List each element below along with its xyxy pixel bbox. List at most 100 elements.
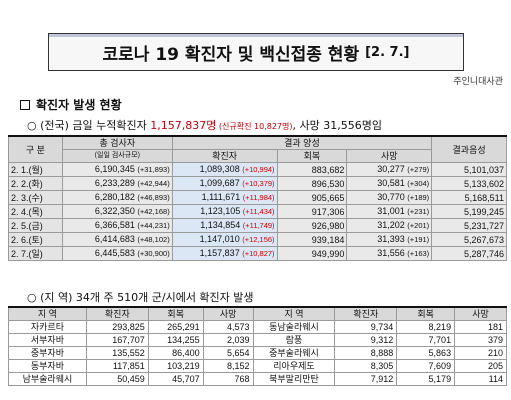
region-deaths: 379	[454, 333, 507, 347]
region-recovered: 5,863	[396, 346, 456, 360]
daily-stats-table: 구 분 총 검사자 결과 양성 결과음성 (일일 검사규모) 확진자 회복 사망…	[8, 135, 507, 261]
region-recovered: 86,400	[147, 346, 204, 360]
section-heading-text: 확진자 발생 현황	[36, 98, 122, 112]
deaths-increase: (+279)	[407, 165, 430, 174]
deaths-increase: (+201)	[407, 221, 430, 230]
tests-increase: (+42,168)	[137, 207, 170, 216]
date-cell: 2. 6.(토)	[8, 232, 63, 247]
tests-cell: 6,445,583 (+30,900)	[61, 246, 173, 261]
confirmed-increase: (+11,749)	[242, 221, 275, 230]
header-confirmed: 확진자	[334, 306, 398, 321]
confirmed-increase: (+10,379)	[242, 179, 275, 188]
deaths-value: 30,277	[377, 164, 405, 174]
date-cell: 2. 1.(월)	[8, 162, 63, 177]
tests-increase: (+46,893)	[137, 193, 170, 202]
summary-new-open: (신규확진	[216, 122, 255, 131]
confirmed-increase: (+12,156)	[242, 235, 275, 244]
region-recovered: 265,291	[147, 320, 204, 334]
region-recovered: 5,179	[396, 372, 456, 386]
region-name: 북부말리만탄	[252, 372, 336, 386]
summary-new-close: )	[289, 122, 293, 131]
recovered-cell: 939,184	[276, 232, 348, 247]
deaths-value: 30,581	[377, 178, 405, 188]
negative-cell: 5,168,511	[431, 190, 507, 205]
region-confirmed: 167,707	[85, 333, 149, 347]
region-name: 동부자바	[8, 359, 87, 373]
deaths-value: 30,770	[377, 192, 405, 202]
region-confirmed: 50,459	[85, 372, 149, 386]
region-confirmed: 7,912	[334, 372, 398, 386]
table-row: 2. 6.(토) 6,414,683 (+48,102) 1,147,010 (+1…	[8, 232, 507, 247]
tests-increase: (+30,900)	[137, 249, 170, 258]
region-recovered: 7,701	[396, 333, 456, 347]
tests-value: 6,280,182	[94, 192, 135, 202]
header-recovered: 회복	[147, 306, 204, 321]
deaths-increase: (+231)	[407, 207, 430, 216]
region-recovered: 134,255	[147, 333, 204, 347]
deaths-increase: (+189)	[407, 193, 430, 202]
table-row: 2. 4.(목) 6,322,350 (+42,168) 1,123,105 (+1…	[8, 204, 507, 219]
negative-cell: 5,133,602	[431, 176, 507, 191]
tests-cell: 6,233,289 (+42,944)	[61, 176, 173, 191]
regional-summary: ○ (지 역) 34개 주 510개 군/시에서 확진자 발생	[27, 291, 254, 304]
confirmed-value: 1,157,837	[199, 248, 240, 258]
recovered-cell: 883,682	[276, 162, 348, 177]
recovered-cell: 896,530	[276, 176, 348, 191]
document-date: [2. 7.]	[365, 44, 410, 60]
deaths-cell: 31,001 (+231)	[346, 204, 433, 219]
table-row: 동부자바 117,851 103,219 8,152 리아우제도 8,305 7,609 20…	[8, 359, 507, 373]
header-region: 지 역	[8, 306, 87, 321]
tests-cell: 6,366,581 (+44,231)	[61, 218, 173, 233]
negative-cell: 5,199,245	[431, 204, 507, 219]
title-box: 코로나 19 확진자 및 백신접종 현황 [2. 7.]	[48, 33, 464, 71]
region-name: 자카르타	[8, 320, 87, 334]
tests-increase: (+31,893)	[137, 165, 170, 174]
summary-new-value: 10,827명	[254, 122, 290, 131]
confirmed-cell: 1,099,687 (+10,379)	[171, 176, 278, 191]
header-deaths: 사망	[202, 306, 254, 321]
header-deaths: 사망	[346, 149, 433, 163]
region-name: 중부술라웨시	[252, 346, 336, 360]
region-name: 람풍	[252, 333, 336, 347]
confirmed-cell: 1,123,105 (+11,434)	[171, 204, 278, 219]
header-negative: 결과음성	[431, 135, 507, 163]
header-recovered: 회복	[276, 149, 348, 163]
date-cell: 2. 2.(화)	[8, 176, 63, 191]
deaths-increase: (+191)	[407, 235, 430, 244]
date-cell: 2. 7.(일)	[8, 246, 63, 261]
region-confirmed: 9,312	[334, 333, 398, 347]
confirmed-value: 1,123,105	[200, 206, 241, 216]
region-deaths: 8,152	[202, 359, 254, 373]
tests-value: 6,233,289	[94, 178, 135, 188]
confirmed-cell: 1,134,854 (+11,749)	[171, 218, 278, 233]
region-confirmed: 135,552	[85, 346, 149, 360]
tests-cell: 6,414,683 (+48,102)	[61, 232, 173, 247]
square-bullet-icon	[20, 99, 30, 110]
deaths-value: 31,202	[377, 220, 405, 230]
document-title: 코로나 19 확진자 및 백신접종 현황	[102, 44, 360, 65]
confirmed-value: 1,134,854	[200, 220, 241, 230]
deaths-cell: 30,581 (+304)	[346, 176, 433, 191]
tests-increase: (+44,231)	[137, 221, 170, 230]
date-cell: 2. 5.(금)	[8, 218, 63, 233]
header-tests: 총 검사자	[61, 135, 173, 150]
date-cell: 2. 4.(목)	[8, 204, 63, 219]
region-deaths: 210	[454, 346, 507, 360]
recovered-cell: 949,990	[276, 246, 348, 261]
confirmed-increase: (+11,984)	[242, 193, 275, 202]
header-deaths: 사망	[454, 306, 507, 321]
header-confirmed: 확진자	[85, 306, 149, 321]
region-name: 남부술라웨시	[8, 372, 87, 386]
deaths-value: 31,001	[377, 206, 405, 216]
region-confirmed: 8,888	[334, 346, 398, 360]
region-name: 리아우제도	[252, 359, 336, 373]
table-row: 2. 7.(일) 6,445,583 (+30,900) 1,157,837 (+1…	[8, 246, 507, 261]
deaths-increase: (+304)	[407, 179, 430, 188]
region-deaths: 4,573	[202, 320, 254, 334]
tests-value: 6,190,345	[94, 164, 135, 174]
tests-cell: 6,322,350 (+42,168)	[61, 204, 173, 219]
region-recovered: 8,219	[396, 320, 456, 334]
confirmed-increase: (+10,827)	[242, 249, 275, 258]
summary-prefix: ○ (전국) 금일 누적확진자	[27, 119, 151, 132]
region-deaths: 2,039	[202, 333, 254, 347]
